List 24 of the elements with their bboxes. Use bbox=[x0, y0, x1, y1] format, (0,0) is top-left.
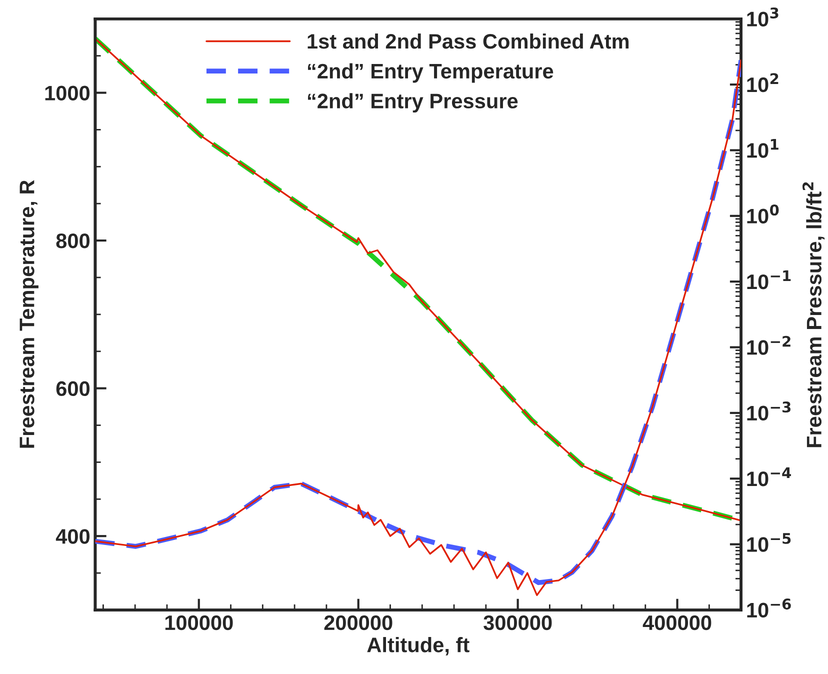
y2-tick-label: 10$^{−6}$ bbox=[747, 598, 791, 618]
y-tick-label: 1000 bbox=[45, 86, 90, 101]
legend-label: 1st and 2nd Pass Combined Atm bbox=[308, 33, 629, 49]
y2-tick-label: 10$^{0}$ bbox=[747, 204, 779, 224]
y2-tick-label: 10$^{−2}$ bbox=[747, 336, 790, 355]
x-tick-label: 300000 bbox=[484, 615, 552, 630]
x-tick-label: 400000 bbox=[642, 615, 712, 630]
y2-tick-label: 10$^{3}$ bbox=[747, 7, 778, 26]
y-tick-label: 400 bbox=[56, 529, 90, 544]
x-tick-label: 200000 bbox=[324, 615, 392, 630]
y2-tick-label: 10$^{2}$ bbox=[747, 73, 778, 92]
y-tick-label: 800 bbox=[56, 234, 90, 248]
y2-tick-label: 10$^{−5}$ bbox=[747, 533, 791, 552]
legend-label: “2nd” Entry Temperature bbox=[308, 63, 554, 83]
y-tick-label: 600 bbox=[56, 381, 90, 396]
y2-tick-label: 10$^{−1}$ bbox=[747, 270, 791, 290]
legend-label: “2nd” Entry Pressure bbox=[308, 93, 518, 113]
y2-tick-label: 10$^{−4}$ bbox=[747, 467, 791, 486]
y2-axis-title: Freestream Pressure, lb/ft$^{2}$ bbox=[802, 182, 825, 448]
x-axis-title: Altitude, ft bbox=[367, 637, 470, 656]
y2-tick-label: 10$^{1}$ bbox=[747, 139, 778, 158]
y2-tick-label: 10$^{−3}$ bbox=[747, 402, 790, 421]
x-tick-label: 100000 bbox=[165, 615, 233, 630]
y-axis-title: Freestream Temperature, R bbox=[20, 180, 38, 448]
